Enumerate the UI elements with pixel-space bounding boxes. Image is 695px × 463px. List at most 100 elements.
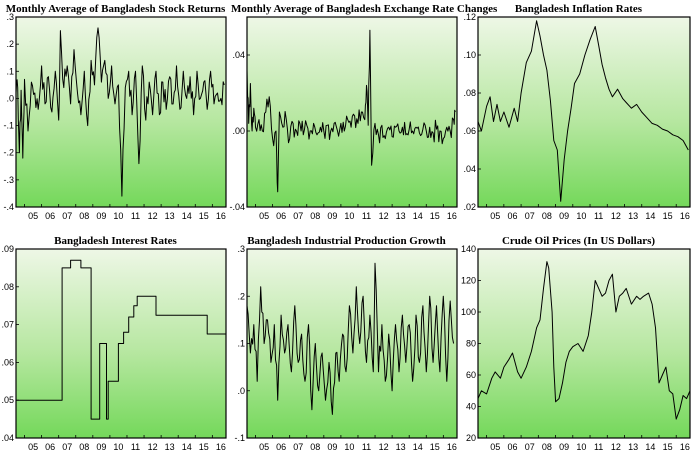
chart-svg: -.4 -.3 -.2 -.1 .0 .1 .2 .3 05 06 07 08 09 10 11 12 13 14… — [3, 12, 227, 221]
y-tick-label: .09 — [1, 244, 14, 254]
plot-area — [478, 249, 690, 438]
chart-panel-6: Crude Oil Prices (In US Dollars) 20 40 60 80… — [461, 232, 695, 463]
chart-title: Crude Oil Prices (In US Dollars) — [501, 235, 656, 247]
x-tick-label: 06 — [45, 211, 55, 221]
y-tick-label: .07 — [1, 320, 14, 330]
x-tick-label: 15 — [430, 211, 440, 221]
chart-title: Monthly Average of Bangladesh Exchange R… — [231, 3, 498, 15]
y-tick-label: .00 — [232, 126, 245, 136]
y-tick-label: .1 — [237, 339, 245, 349]
series-line — [246, 262, 455, 415]
y-tick-label: 20 — [466, 433, 476, 443]
y-tick-label: .2 — [6, 39, 14, 49]
x-tick-label: 15 — [199, 211, 209, 221]
plot-frame — [246, 16, 458, 208]
x-tick-label: 08 — [310, 211, 320, 221]
x-tick-label: 06 — [507, 211, 517, 221]
x-tick-label: 09 — [559, 211, 569, 221]
x-tick-label: 16 — [680, 442, 690, 452]
x-tick-label: 06 — [276, 442, 286, 452]
chart-panel-1: Monthly Average of Bangladesh Stock Retu… — [0, 0, 231, 232]
x-tick-label: 13 — [396, 442, 406, 452]
y-tick-label: -.4 — [3, 202, 14, 212]
x-tick-label: 14 — [182, 211, 192, 221]
plot-frame — [15, 248, 227, 439]
x-tick-label: 10 — [576, 442, 586, 452]
y-tick-label: -.1 — [234, 433, 245, 443]
series-line — [15, 27, 225, 197]
y-tick-label: .10 — [463, 50, 476, 60]
y-tick-label: .3 — [237, 244, 245, 254]
y-tick-label: .06 — [1, 357, 14, 367]
plot-frame — [15, 16, 227, 208]
chart-panel-3: Bangladesh Inflation Rates .02 .04 .06 .08 .1… — [462, 0, 695, 232]
x-tick-label: 09 — [559, 442, 569, 452]
x-tick-label: 15 — [199, 442, 209, 452]
x-tick-label: 05 — [259, 211, 269, 221]
x-tick-label: 09 — [327, 442, 337, 452]
chart-svg: .04 .05 .06 .07 .08 .09 05 06 07 08 09 10 11 12 13 14 15… — [1, 244, 227, 452]
chart-svg: -.1 .0 .1 .2 .3 05 06 07 08 09 10 11 12 13 14 15 16 — [234, 244, 458, 452]
y-tick-label: .04 — [232, 50, 245, 60]
x-tick-label: 12 — [379, 211, 389, 221]
y-tick-label: .2 — [237, 291, 245, 301]
x-tick-label: 07 — [62, 442, 72, 452]
y-tick-label: 60 — [466, 370, 476, 380]
x-tick-label: 10 — [113, 211, 123, 221]
x-tick-label: 13 — [628, 442, 638, 452]
y-tick-label: .0 — [6, 93, 14, 103]
x-tick-label: 14 — [645, 442, 655, 452]
y-tick-label: .12 — [463, 12, 476, 22]
x-tick-label: 12 — [148, 211, 158, 221]
x-tick-label: 07 — [525, 442, 535, 452]
x-tick-label: 05 — [28, 211, 38, 221]
y-tick-label: .1 — [6, 66, 14, 76]
plot-frame — [477, 16, 691, 208]
y-tick-label: .04 — [463, 164, 476, 174]
chart-title: Bangladesh Industrial Production Growth — [247, 235, 446, 247]
x-tick-label: 13 — [165, 442, 175, 452]
x-tick-label: 13 — [628, 211, 638, 221]
y-tick-label: 80 — [466, 339, 476, 349]
plot-area — [247, 17, 457, 207]
x-tick-label: 16 — [216, 211, 226, 221]
x-tick-label: 08 — [79, 442, 89, 452]
series-line — [477, 261, 691, 420]
y-tick-label: .0 — [237, 386, 245, 396]
x-tick-label: 12 — [379, 442, 389, 452]
series-line — [477, 20, 689, 202]
plot-frame — [246, 248, 458, 439]
x-tick-label: 15 — [663, 211, 673, 221]
x-tick-label: 13 — [165, 211, 175, 221]
x-tick-label: 06 — [45, 442, 55, 452]
x-tick-label: 11 — [362, 442, 371, 452]
chart-panel-4: Bangladesh Interest Rates .04 .05 .06 .07 .08… — [0, 232, 231, 463]
x-tick-label: 12 — [611, 442, 621, 452]
y-tick-label: -.1 — [3, 121, 14, 131]
series-line — [16, 259, 226, 420]
chart-svg: -.04 .00 .04 05 06 07 08 09 10 11 12 13 14 15 16 — [229, 16, 458, 221]
x-tick-label: 09 — [96, 442, 106, 452]
x-tick-label: 13 — [396, 211, 406, 221]
x-tick-label: 05 — [490, 211, 500, 221]
y-tick-label: 120 — [461, 276, 476, 286]
chart-title: Bangladesh Inflation Rates — [514, 3, 643, 15]
x-tick-label: 12 — [611, 211, 621, 221]
y-tick-label: .06 — [463, 126, 476, 136]
x-tick-label: 11 — [594, 211, 603, 221]
x-tick-label: 10 — [344, 211, 354, 221]
y-tick-label: .08 — [1, 282, 14, 292]
x-tick-label: 08 — [542, 211, 552, 221]
x-tick-label: 14 — [413, 211, 423, 221]
series-line — [246, 29, 456, 193]
chart-svg: 20 40 60 80 100 120 140 05 06 07 08 09 10 11 12 13 14 15 1… — [461, 244, 691, 452]
chart-panel-5: Bangladesh Industrial Production Growth -… — [231, 232, 462, 463]
x-tick-label: 05 — [28, 442, 38, 452]
x-tick-label: 12 — [148, 442, 158, 452]
y-tick-label: 100 — [461, 307, 476, 317]
x-tick-label: 08 — [542, 442, 552, 452]
y-tick-label: .3 — [6, 12, 14, 22]
x-tick-label: 06 — [507, 442, 517, 452]
x-tick-label: 11 — [594, 442, 603, 452]
x-tick-label: 15 — [430, 442, 440, 452]
